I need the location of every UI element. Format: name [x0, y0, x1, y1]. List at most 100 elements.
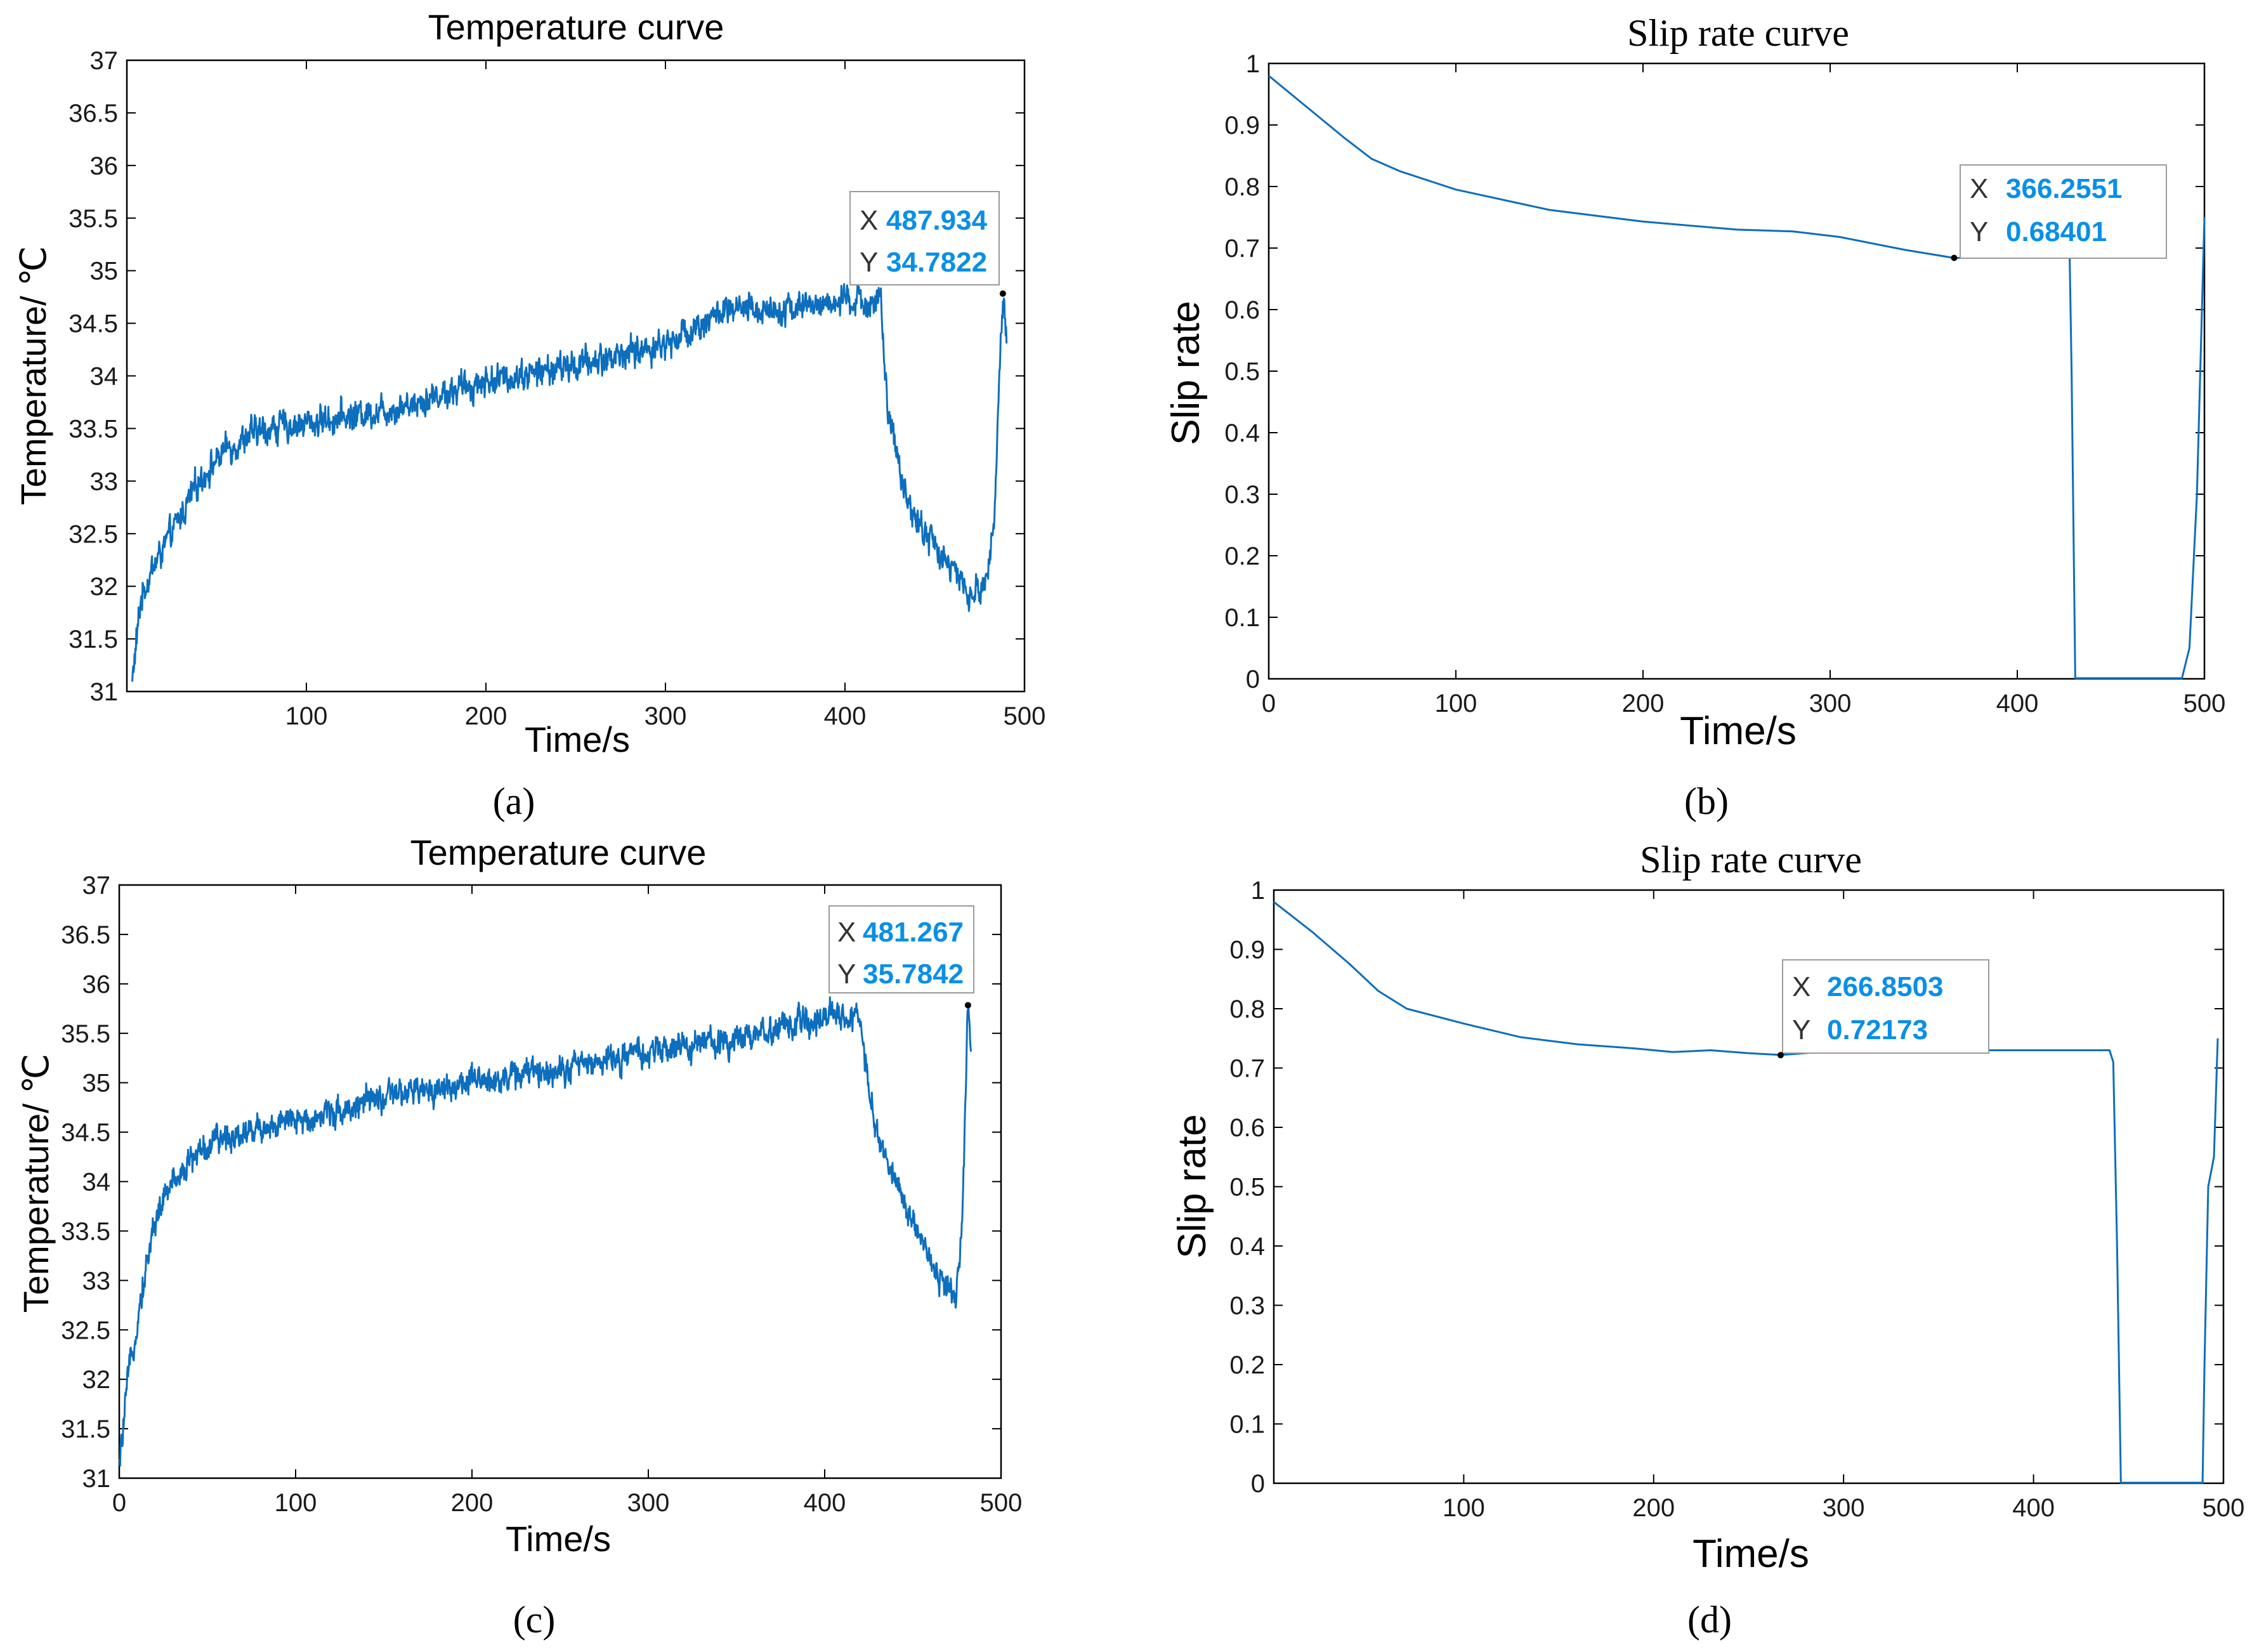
panel-d-slip-rate-line — [1273, 901, 2219, 1484]
panel-a-ytick-label-6: 34 — [90, 363, 119, 391]
panel-a-xtick-label-3: 400 — [824, 702, 867, 730]
panel-d-datatip-y-value: 0.72173 — [1827, 1014, 1928, 1046]
panel-b-xtick-label-4: 400 — [1996, 690, 2039, 718]
panel-a-ytick-label-12: 37 — [90, 47, 119, 75]
panel-d-ytick-label-9: 0.9 — [1229, 936, 1265, 964]
panel-c-ytick-label-11: 36.5 — [61, 921, 110, 949]
panel-c-ytick-label-5: 33.5 — [61, 1217, 110, 1245]
panel-a-ytick-label-1: 31.5 — [69, 626, 118, 653]
panel-a-xtick-label-4: 500 — [1004, 702, 1046, 730]
panel-c-ytick-label-4: 33 — [82, 1267, 111, 1295]
panel-b-xtick-label-2: 200 — [1622, 690, 1665, 718]
panel-c: Temperature curve 0 100 200 300 400 500 31 31.5… — [16, 832, 1022, 1641]
panel-c-xtick-label-3: 300 — [627, 1489, 670, 1517]
panel-b-ytick-label-3: 0.3 — [1224, 481, 1260, 509]
panel-d-xtick-label-3: 400 — [2012, 1494, 2055, 1522]
panel-c-xlabel: Time/s — [506, 1519, 611, 1559]
panel-a-ytick-label-0: 31 — [90, 678, 119, 706]
panel-a-ytick-label-10: 36 — [90, 152, 119, 180]
panel-a-ytick-label-2: 32 — [90, 573, 119, 601]
panel-d-datatip-x-key: X — [1792, 971, 1810, 1002]
panel-c-xtick-label-1: 100 — [275, 1489, 317, 1517]
panel-a-xtick-label-0: 100 — [285, 702, 328, 730]
panel-b-caption: (b) — [1684, 780, 1729, 822]
panel-d-datatip-y-key: Y — [1792, 1014, 1810, 1046]
panel-c-datatip-x-key: X — [837, 917, 856, 948]
panel-b-ytick-label-8: 0.8 — [1224, 173, 1260, 201]
panel-a-ytick-label-11: 36.5 — [69, 100, 118, 128]
panel-b-slip-rate-line — [1268, 75, 2206, 679]
panel-b-ylabel: Slip rate — [1164, 301, 1208, 445]
panel-b-ytick-label-10: 1 — [1246, 50, 1260, 78]
panel-b-ytick-label-9: 0.9 — [1224, 112, 1260, 140]
panel-b-ytick-label-0: 0 — [1246, 665, 1260, 693]
panel-d-caption: (d) — [1687, 1599, 1732, 1641]
panel-c-ytick-label-6: 34 — [82, 1169, 111, 1196]
panel-c-xtick-label-5: 500 — [980, 1489, 1023, 1517]
panel-d-title: Slip rate curve — [1640, 839, 1862, 881]
panel-a-xtick-label-1: 200 — [465, 702, 507, 730]
panel-d-datatip-box — [1782, 959, 1989, 1054]
panel-d-ytick-label-3: 0.3 — [1229, 1292, 1265, 1320]
panel-d-xtick-label-1: 200 — [1632, 1494, 1675, 1522]
panel-d-ytick-label-0: 0 — [1251, 1470, 1265, 1498]
panel-d-xlabel: Time/s — [1692, 1532, 1809, 1576]
panel-b-datatip-x-key: X — [1970, 173, 1988, 204]
panel-a-ytick-label-4: 33 — [90, 468, 119, 495]
panel-c-ytick-label-7: 34.5 — [61, 1119, 110, 1147]
panel-a-title: Temperature curve — [428, 7, 724, 47]
panel-d-xtick-label-2: 300 — [1823, 1494, 1865, 1522]
panel-d-ytick-label-1: 0.1 — [1229, 1411, 1265, 1439]
panel-d-xtick-label-4: 500 — [2203, 1494, 2245, 1522]
panel-c-datatip-marker — [964, 1002, 971, 1009]
panel-c-title: Temperature curve — [410, 832, 707, 872]
panel-b-xtick-label-3: 300 — [1809, 690, 1852, 718]
panel-a-ytick-label-7: 34.5 — [69, 310, 118, 338]
panel-b-ytick-label-7: 0.7 — [1224, 235, 1260, 263]
panel-c-caption: (c) — [513, 1599, 556, 1641]
panel-a-ytick-label-3: 32.5 — [69, 520, 118, 548]
panel-b-xtick-label-5: 500 — [2183, 690, 2226, 718]
panel-b-datatip-marker — [1951, 254, 1958, 261]
panel-a-datatip-x-value: 487.934 — [886, 205, 988, 236]
panel-d-ytick-label-6: 0.6 — [1229, 1114, 1265, 1142]
panel-b-axes — [1267, 62, 2206, 680]
panel-c-ytick-label-0: 31 — [82, 1465, 111, 1493]
panel-d-ytick-label-10: 1 — [1251, 877, 1265, 905]
panel-d-ytick-label-7: 0.7 — [1229, 1055, 1265, 1083]
panel-c-xtick-label-2: 200 — [451, 1489, 494, 1517]
panel-c-ytick-label-10: 36 — [82, 971, 111, 999]
panel-c-datatip[interactable]: X 481.267 Y 35.7842 — [828, 905, 974, 1009]
panel-c-ticks: 0 100 200 300 400 500 31 31.5 32 32.5 33 33.5 34 34.5… — [61, 872, 1022, 1517]
panel-d-ticks: 100 200 300 400 500 0 0.1 0.2 0.3 0.4 0.5 0.6 0.7 0.8… — [1229, 877, 2244, 1522]
panel-d-datatip-x-value: 266.8503 — [1827, 971, 1944, 1002]
panel-c-datatip-x-value: 481.267 — [863, 917, 964, 948]
panel-c-ytick-label-2: 32 — [82, 1366, 111, 1394]
panel-c-ytick-label-9: 35.5 — [61, 1020, 110, 1048]
panel-c-temperature-line — [119, 996, 972, 1467]
panel-c-datatip-box — [828, 905, 974, 993]
panel-b-ticks: 0 100 200 300 400 500 0 0.1 0.2 0.3 0.4 0.5 0.6 0.7 0.… — [1224, 50, 2225, 718]
panel-c-xtick-label-0: 0 — [112, 1489, 126, 1517]
panel-a-ticks: 100 200 300 400 500 31 31.5 32 32.5 33 33.5 34 34.5 3… — [69, 47, 1045, 730]
panel-a-datatip[interactable]: X 487.934 Y 34.7822 — [849, 191, 1006, 297]
panel-b-datatip[interactable]: X 366.2551 Y 0.68401 — [1951, 164, 2167, 261]
panel-b-datatip-x-value: 366.2551 — [2006, 173, 2123, 204]
panel-a-ylabel: Temperature/ ℃ — [13, 246, 53, 505]
panel-a-datatip-x-key: X — [860, 205, 878, 236]
panel-a-ytick-label-9: 35.5 — [69, 205, 118, 233]
panel-a-xlabel: Time/s — [525, 719, 630, 759]
panel-d-ylabel: Slip rate — [1170, 1114, 1214, 1258]
panel-a-temperature-line — [131, 282, 1008, 682]
panel-b-title: Slip rate curve — [1627, 12, 1849, 54]
panel-d-ytick-label-5: 0.5 — [1229, 1174, 1265, 1202]
panel-a-caption: (a) — [493, 780, 535, 822]
panel-b-datatip-y-value: 0.68401 — [2006, 216, 2107, 247]
panel-c-datatip-y-value: 35.7842 — [863, 959, 964, 990]
panel-d-datatip[interactable]: X 266.8503 Y 0.72173 — [1777, 959, 1989, 1059]
panel-c-xtick-label-4: 400 — [804, 1489, 846, 1517]
panel-b-xtick-label-1: 100 — [1435, 690, 1477, 718]
panel-a-datatip-marker — [999, 290, 1006, 297]
panel-d-ytick-label-4: 0.4 — [1229, 1233, 1265, 1261]
